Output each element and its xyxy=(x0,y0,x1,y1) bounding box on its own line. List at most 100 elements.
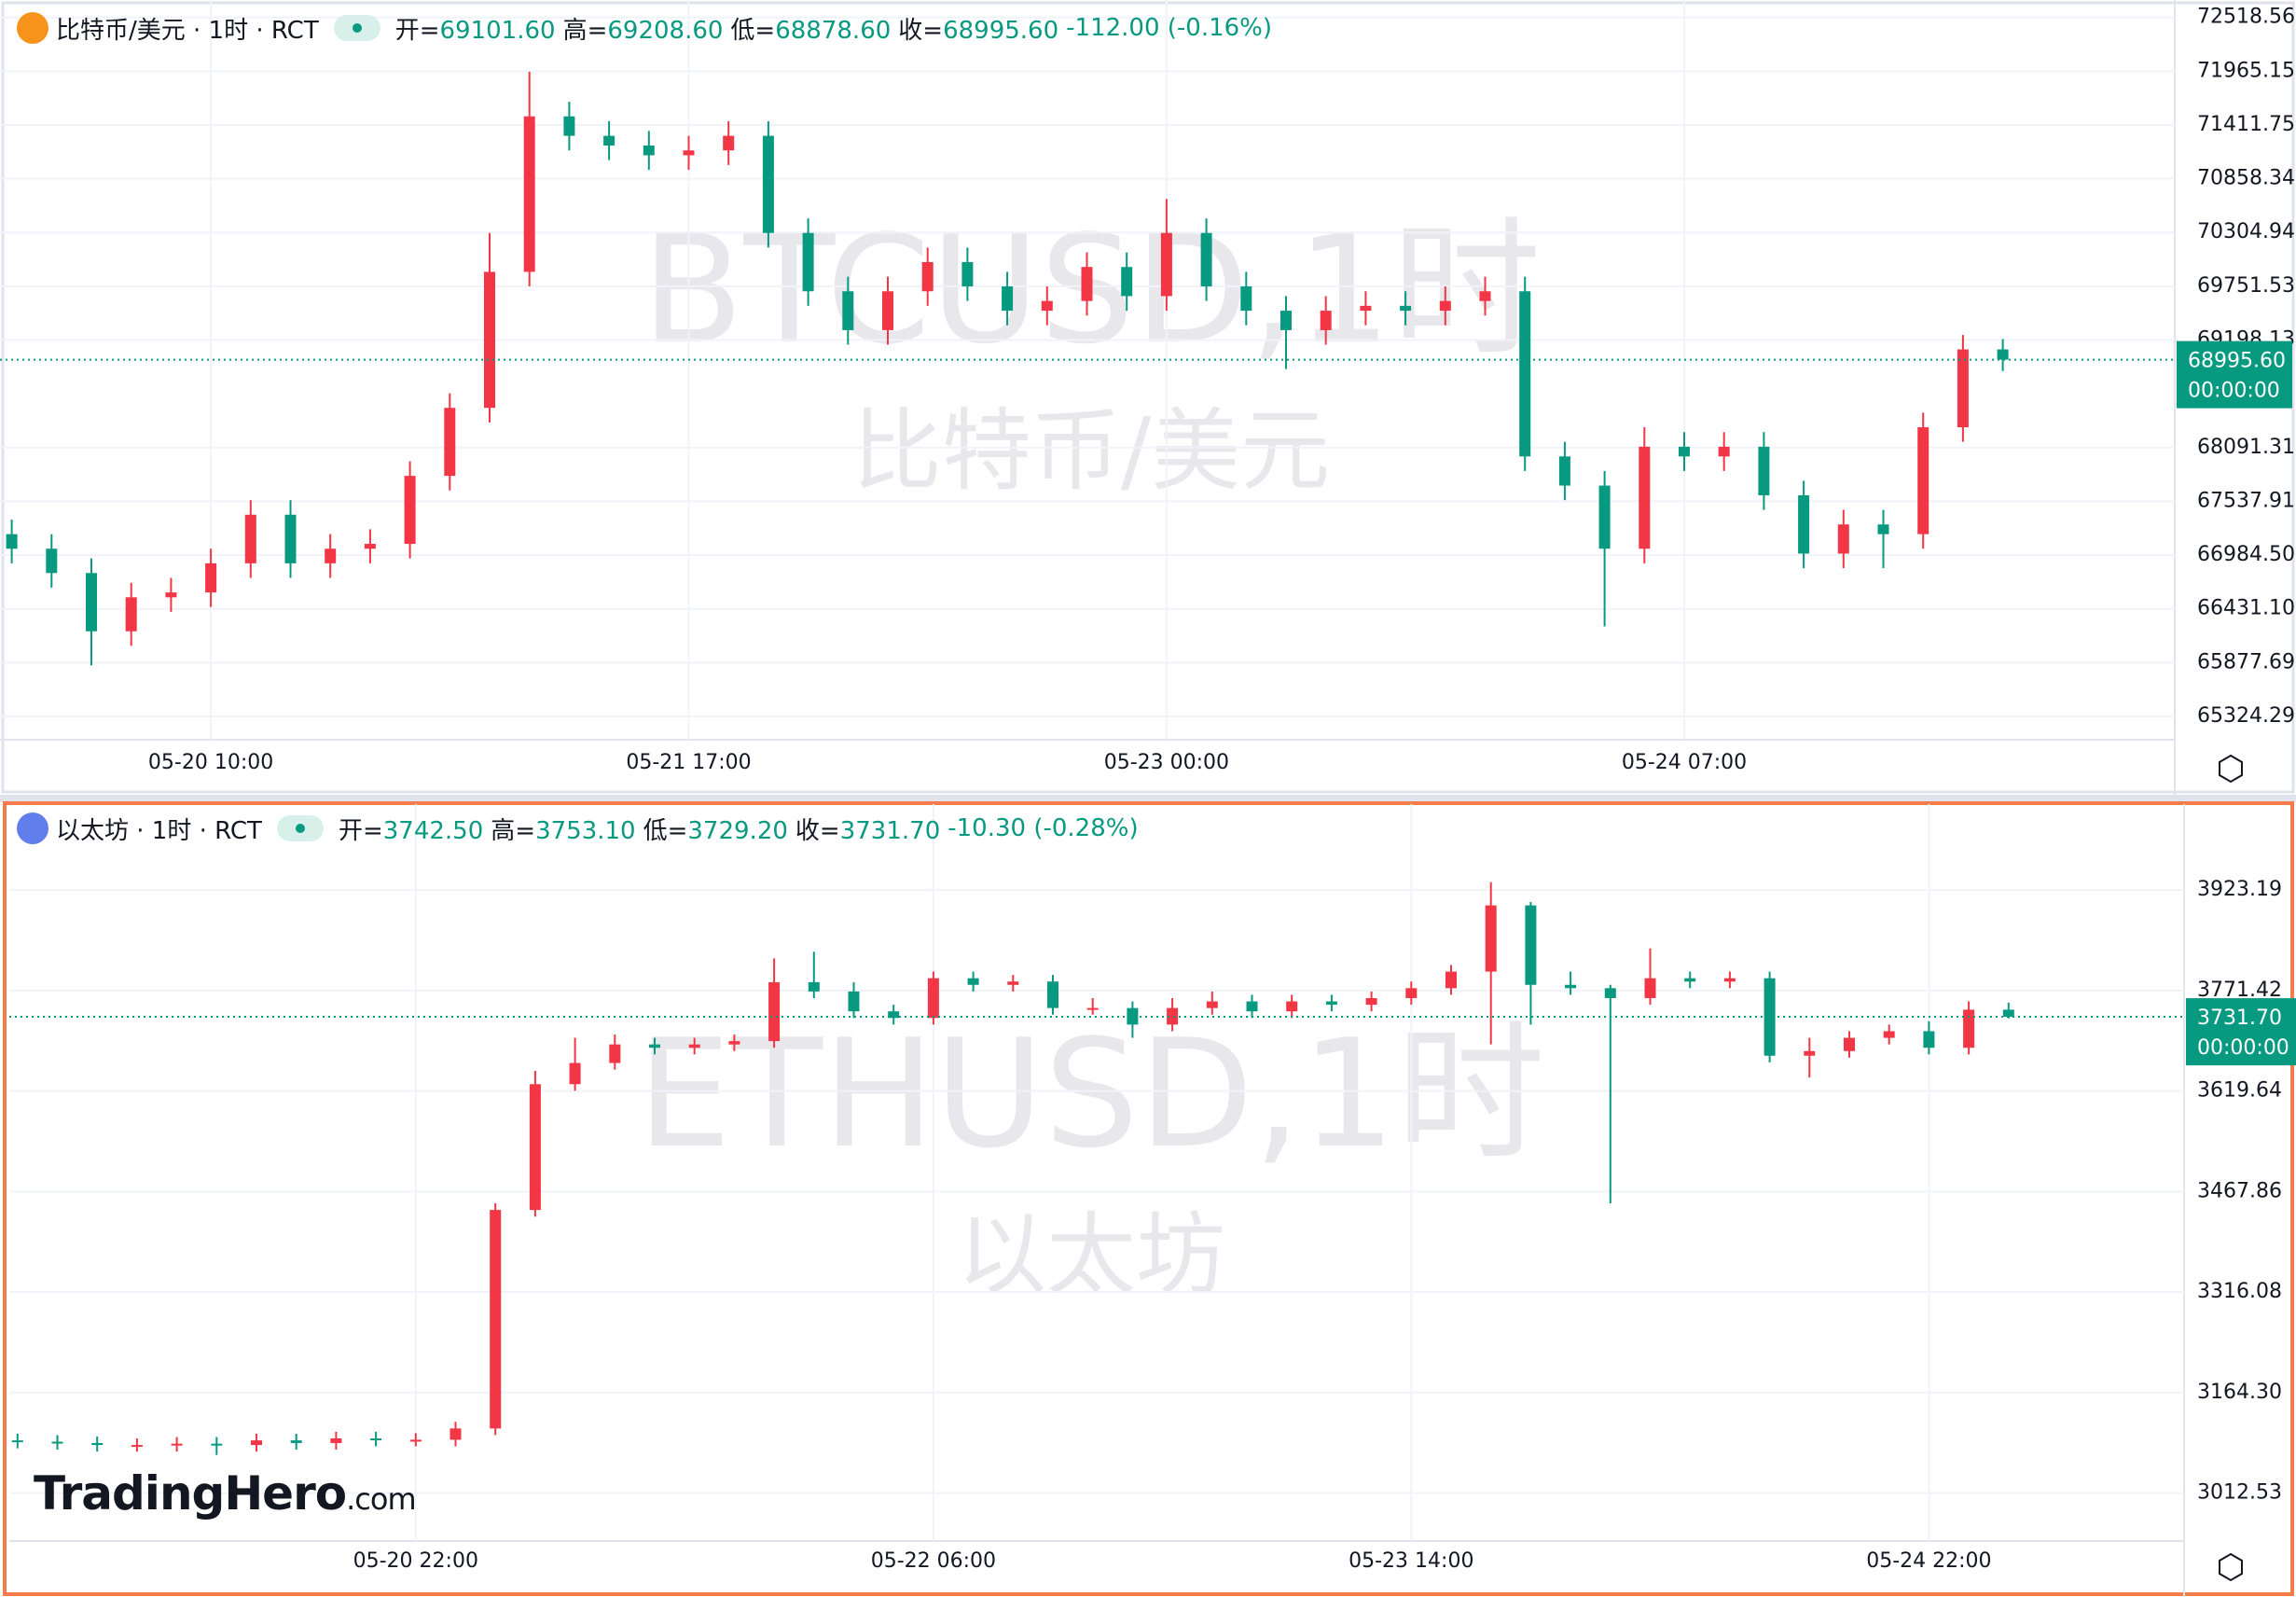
candle-body xyxy=(1007,981,1019,985)
candle-body xyxy=(1479,291,1491,301)
ohlc-value: 3753.10 xyxy=(535,816,636,845)
candle-body xyxy=(364,544,376,549)
watermark-sub: 以太坊 xyxy=(957,1202,1225,1307)
candle-body xyxy=(125,597,137,632)
candle-body xyxy=(1923,1031,1935,1048)
candle-body xyxy=(244,514,256,563)
ohlc-label: 收= xyxy=(795,816,840,845)
candle-body xyxy=(529,1084,541,1211)
candle-body xyxy=(1047,981,1058,1008)
candle-body xyxy=(490,1210,502,1429)
candle-body xyxy=(1604,988,1616,998)
candle-body xyxy=(768,981,781,1042)
candle-body xyxy=(1365,997,1377,1006)
ohlc-value: 69208.60 xyxy=(607,16,724,45)
ohlc-value: 68878.60 xyxy=(775,16,892,45)
candle-body xyxy=(1997,349,2009,360)
candle-body xyxy=(1400,305,1412,312)
candle-body xyxy=(523,116,535,272)
candle-body xyxy=(330,1437,342,1443)
candle-body xyxy=(842,291,854,330)
candle-body xyxy=(1598,485,1611,549)
candle-body xyxy=(2002,1009,2014,1018)
candle-body xyxy=(1081,267,1093,301)
candle-body xyxy=(290,1440,302,1443)
ohlc-label: 低= xyxy=(730,16,776,45)
candle-body xyxy=(603,135,615,146)
y-tick-label: 3467.86 xyxy=(2197,1179,2282,1202)
last-price-label: 68995.60 xyxy=(2188,350,2286,373)
ohlc-label: 高= xyxy=(491,816,536,845)
candle-body xyxy=(848,991,860,1012)
ohlc-value: 68995.60 xyxy=(943,16,1059,45)
candle-body xyxy=(165,592,177,598)
candle-body xyxy=(51,1441,63,1444)
candle-body xyxy=(370,1437,382,1440)
x-tick-label: 05-24 07:00 xyxy=(1622,751,1747,774)
x-tick-label: 05-24 22:00 xyxy=(1866,1549,1991,1573)
candle-body xyxy=(1280,311,1292,330)
candle-body xyxy=(1718,446,1730,457)
candle-body xyxy=(967,978,979,985)
candle-body xyxy=(1963,1009,1975,1048)
candle-body xyxy=(284,514,297,563)
x-tick-label: 05-23 14:00 xyxy=(1349,1549,1473,1573)
settings-icon[interactable] xyxy=(2219,1552,2243,1582)
ohlc-value: 69101.60 xyxy=(439,16,556,45)
candle-body xyxy=(1639,446,1651,549)
y-tick-label: 3316.08 xyxy=(2197,1280,2282,1303)
candle-body xyxy=(409,1439,422,1442)
legend-header: 比特币/美元 · 1时 · RCT 开=69101.60 高=69208.60 低=6… xyxy=(17,9,1272,47)
candle-body xyxy=(921,261,934,292)
candle-body xyxy=(1565,984,1577,989)
ohlc-field: 低=68878.60 xyxy=(730,11,891,46)
candle-body xyxy=(888,1011,900,1019)
candle-body xyxy=(1957,349,1969,428)
candle-body xyxy=(961,261,974,287)
candle-body xyxy=(251,1440,262,1446)
candle-body xyxy=(1206,1001,1218,1008)
y-tick-label: 3012.53 xyxy=(2197,1481,2282,1505)
change: -10.30 (-0.28%) xyxy=(947,814,1139,842)
candle-body xyxy=(171,1443,183,1446)
candle-body xyxy=(1798,494,1810,554)
watermark-sub: 比特币/美元 xyxy=(852,398,1330,503)
ohlc-field: 高=3753.10 xyxy=(491,812,635,846)
candle-body xyxy=(808,981,820,992)
candle-body xyxy=(11,1440,23,1443)
status-pill xyxy=(276,815,324,841)
candle-body xyxy=(1246,1001,1258,1012)
candle-body xyxy=(1325,1001,1337,1006)
pane-separator xyxy=(0,795,2296,802)
y-tick-label: 66984.50 xyxy=(2197,543,2295,566)
candle-body xyxy=(211,1443,223,1446)
candle-body xyxy=(1439,300,1451,312)
candle-body xyxy=(649,1044,660,1048)
logo-suffix: .com xyxy=(346,1481,417,1517)
y-tick-label: 3619.64 xyxy=(2197,1079,2282,1103)
settings-icon[interactable] xyxy=(2219,754,2243,784)
last-price-tag xyxy=(2177,340,2292,409)
x-tick-label: 05-20 10:00 xyxy=(148,751,273,774)
candle-body xyxy=(46,549,58,574)
y-tick-label: 3771.42 xyxy=(2197,979,2282,1002)
symbol-icon xyxy=(17,12,48,44)
y-tick-label: 66431.10 xyxy=(2197,597,2295,620)
change: -112.00 (-0.16%) xyxy=(1066,14,1273,42)
symbol-name: 比特币/美元 · 1时 · RCT xyxy=(56,16,319,45)
y-tick-label: 3164.30 xyxy=(2197,1381,2282,1404)
y-tick-label: 65877.69 xyxy=(2197,650,2295,674)
ohlc-label: 高= xyxy=(562,16,608,45)
candle-body xyxy=(450,1428,462,1440)
countdown: 00:00:00 xyxy=(2188,380,2280,403)
candle-body xyxy=(6,534,18,549)
candle-body xyxy=(1445,971,1457,989)
candle-body xyxy=(609,1044,621,1063)
y-tick-label: 68091.31 xyxy=(2197,436,2295,459)
candle-body xyxy=(1519,291,1531,457)
candle-body xyxy=(91,1442,104,1446)
candle-body xyxy=(1086,1007,1099,1010)
y-tick-label: 69751.53 xyxy=(2197,274,2295,298)
